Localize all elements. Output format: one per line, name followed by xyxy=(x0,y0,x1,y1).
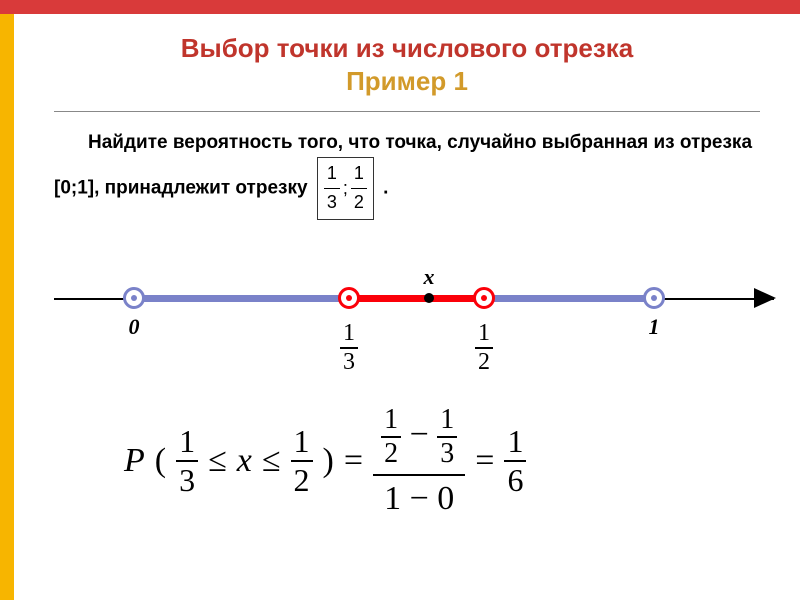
segment-zero-to-onethird xyxy=(134,295,349,302)
marker-x-point xyxy=(424,293,434,303)
top-accent-bar xyxy=(0,0,800,14)
title-line-1: Выбор точки из числового отрезка xyxy=(181,33,634,63)
title-line-2: Пример 1 xyxy=(54,65,760,98)
marker-onethird xyxy=(338,287,360,309)
number-line: x 0 1 1 3 1 2 xyxy=(54,250,774,390)
label-zero: 0 xyxy=(129,314,140,340)
problem-statement: Найдите вероятность того, что точка, слу… xyxy=(54,128,760,220)
segment-onehalf-to-one xyxy=(484,295,654,302)
eq-right-frac: 1 2 xyxy=(291,423,313,499)
probability-equation: P ( 1 3 ≤ x ≤ 1 2 ) = 1 2 − 1 3 xyxy=(54,400,760,522)
eq-bigfrac-num: 1 2 − 1 3 xyxy=(373,400,465,474)
eq-bignum-b: 1 3 xyxy=(437,404,457,470)
marker-onehalf xyxy=(473,287,495,309)
eq-le1: ≤ xyxy=(208,442,227,480)
problem-text-before: Найдите вероятность того, что точка, слу… xyxy=(54,132,752,199)
label-onethird: 1 3 xyxy=(340,320,358,376)
interval-right-frac: 1 2 xyxy=(351,160,367,217)
eq-le2: ≤ xyxy=(262,442,281,480)
eq-bigfrac: 1 2 − 1 3 1 − 0 xyxy=(373,400,465,522)
eq-bignum-a: 1 2 xyxy=(381,404,401,470)
eq-eq2: = xyxy=(475,442,494,480)
eq-var: x xyxy=(237,442,252,480)
left-accent-bar xyxy=(0,0,14,600)
label-one: 1 xyxy=(649,314,660,340)
eq-close: ) xyxy=(323,442,334,480)
eq-P: P xyxy=(124,442,145,480)
eq-result-frac: 1 6 xyxy=(504,423,526,499)
eq-bigfrac-den: 1 − 0 xyxy=(373,474,465,522)
label-onehalf: 1 2 xyxy=(475,320,493,376)
interval-box: 1 3 ; 1 2 xyxy=(317,157,374,220)
slide-content: Выбор точки из числового отрезка Пример … xyxy=(14,14,800,542)
label-x: x xyxy=(424,264,435,290)
marker-one xyxy=(643,287,665,309)
eq-open: ( xyxy=(155,442,166,480)
interval-left-frac: 1 3 xyxy=(324,160,340,217)
divider xyxy=(54,111,760,112)
marker-zero xyxy=(123,287,145,309)
segment-onethird-to-onehalf xyxy=(349,295,484,302)
eq-bignum-minus: − xyxy=(410,416,429,453)
slide-title: Выбор точки из числового отрезка Пример … xyxy=(54,32,760,97)
problem-text-after: . xyxy=(383,178,388,199)
axis-arrowhead xyxy=(754,288,776,308)
eq-eq1: = xyxy=(344,442,363,480)
eq-left-frac: 1 3 xyxy=(176,423,198,499)
